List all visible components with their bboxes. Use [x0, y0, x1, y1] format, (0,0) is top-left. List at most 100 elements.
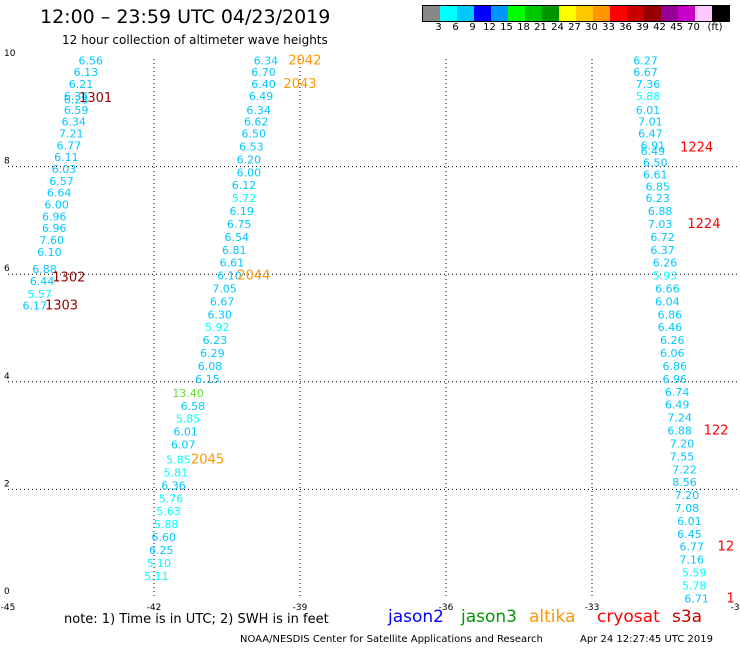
legend-label: 12 — [483, 22, 496, 33]
legend-label: 36 — [619, 22, 632, 33]
wave-height-label: 6.59 — [64, 104, 89, 117]
wave-height-label: 6.12 — [232, 179, 257, 192]
pass-time-label: 1224 — [687, 217, 720, 232]
legend-label: 9 — [469, 22, 476, 33]
wave-height-label: 5.57 — [27, 288, 52, 301]
legend-label: 27 — [568, 22, 581, 33]
wave-height-label: 6.70 — [251, 66, 276, 79]
wave-height-label: 6.15 — [195, 373, 220, 386]
chart-subtitle: 12 hour collection of altimeter wave hei… — [62, 33, 328, 47]
wave-height-label: 6.34 — [246, 104, 271, 117]
legend-label: 6 — [452, 22, 459, 33]
y-tick-label: 10 — [4, 49, 16, 59]
chart-title: 12:00 – 23:59 UTC 04/23/2019 — [40, 6, 331, 28]
wave-height-label: 6.45 — [677, 528, 702, 541]
wave-height-label: 5.88 — [154, 518, 179, 531]
wave-height-label: 7.24 — [667, 412, 692, 425]
pass-time-label: 2044 — [237, 269, 270, 284]
wave-height-label: 6.19 — [229, 205, 254, 218]
wave-height-label: 7.55 — [670, 450, 695, 463]
wave-height-label: 6.20 — [237, 153, 262, 166]
wave-height-label: 6.74 — [665, 386, 690, 399]
legend-swatch — [542, 6, 559, 21]
legend-swatch — [440, 6, 457, 21]
wave-height-label: 5.88 — [636, 90, 661, 103]
wave-height-label: 6.21 — [69, 78, 94, 91]
legend-label: 18 — [517, 22, 530, 33]
pass-time-label: 2045 — [191, 453, 224, 468]
wave-height-label: 7.22 — [672, 463, 697, 476]
wave-height-label: 7.20 — [670, 437, 695, 450]
legend-label: (ft) — [707, 22, 723, 33]
wave-height-label: 6.81 — [222, 244, 247, 257]
wave-height-label: 6.11 — [54, 151, 79, 164]
legend-label: 21 — [534, 22, 547, 33]
wave-height-label: 6.85 — [645, 180, 670, 193]
wave-height-label: 5.72 — [232, 192, 257, 205]
wave-height-label: 6.00 — [237, 166, 262, 179]
wave-height-label: 5.59 — [682, 567, 707, 580]
wave-height-label: 6.96 — [42, 222, 67, 235]
wave-height-label: 6.77 — [680, 541, 705, 554]
wave-height-label: 6.88 — [667, 425, 692, 438]
wave-height-label: 7.05 — [212, 282, 237, 295]
wave-height-label: 6.47 — [638, 128, 663, 141]
wave-height-label: 8.56 — [672, 476, 697, 489]
x-tick-label: -36 — [439, 603, 454, 613]
wave-height-label: 6.88 — [32, 263, 57, 276]
wave-height-label: 6.58 — [181, 400, 206, 413]
legend-swatch — [525, 6, 542, 21]
wave-height-label: 5.85 — [176, 413, 201, 426]
wave-height-label: 6.50 — [643, 157, 668, 170]
wave-height-label: 6.23 — [64, 94, 89, 107]
wave-height-label: 6.01 — [173, 426, 198, 439]
legend-swatch — [491, 6, 508, 21]
wave-height-label: 6.40 — [251, 78, 276, 91]
legend-swatch — [695, 6, 712, 21]
pass-time-label: 122 — [704, 424, 729, 439]
x-tick-label: -45 — [1, 603, 16, 613]
y-tick-label: 4 — [4, 372, 10, 382]
wave-height-label: 6.10 — [37, 246, 62, 259]
wave-height-label: 6.57 — [49, 175, 74, 188]
y-tick-label: 0 — [4, 587, 10, 597]
wave-height-label: 6.03 — [52, 163, 77, 176]
wave-height-label: 5.81 — [164, 466, 189, 479]
mission-label-jason3: jason3 — [461, 607, 517, 627]
wave-height-label: 5.76 — [159, 492, 184, 505]
wave-height-label: 6.06 — [660, 347, 685, 360]
wave-height-label: 6.54 — [224, 231, 249, 244]
wave-height-label: 7.36 — [636, 78, 661, 91]
wave-height-label: 5.92 — [205, 321, 230, 334]
mission-label-cryosat: cryosat — [597, 607, 660, 627]
color-scale-labels: 3 6 9 12 15 18 21 24 27 30 33 36 39 42 45 70 (ft) — [422, 22, 728, 33]
legend-swatch — [559, 6, 576, 21]
wave-height-label: 6.61 — [643, 168, 668, 181]
wave-height-label: 6.86 — [658, 308, 683, 321]
mission-label-jason2: jason2 — [388, 607, 444, 627]
wave-height-label: 6.91 — [641, 139, 666, 152]
wave-height-label: 7.21 — [59, 128, 84, 141]
wave-height-label: 6.44 — [30, 275, 55, 288]
legend-swatch — [593, 6, 610, 21]
legend-swatch — [610, 6, 627, 21]
wave-height-label: 6.26 — [653, 257, 678, 270]
wave-height-label: 6.96 — [662, 373, 687, 386]
wave-height-label: 6.00 — [44, 199, 69, 212]
x-tick-label: -42 — [147, 603, 162, 613]
wave-height-label: 6.49 — [249, 90, 274, 103]
wave-height-label: 6.34 — [64, 90, 89, 103]
footer-credit: NOAA/NESDIS Center for Satellite Applica… — [240, 634, 543, 645]
wave-height-label: 6.01 — [677, 515, 702, 528]
wave-height-label: 6.49 — [641, 145, 666, 158]
wave-height-label: 6.37 — [650, 244, 675, 257]
wave-height-label: 6.67 — [633, 66, 658, 79]
wave-height-label: 6.56 — [78, 54, 103, 67]
wave-height-label: 6.75 — [227, 218, 252, 231]
wave-height-label: 7.01 — [638, 116, 663, 129]
wave-height-label: 6.07 — [171, 439, 196, 452]
wave-height-label: 6.62 — [244, 116, 269, 129]
wave-height-label: 6.53 — [239, 140, 264, 153]
legend-label: 39 — [636, 22, 649, 33]
color-scale-legend — [422, 5, 730, 22]
